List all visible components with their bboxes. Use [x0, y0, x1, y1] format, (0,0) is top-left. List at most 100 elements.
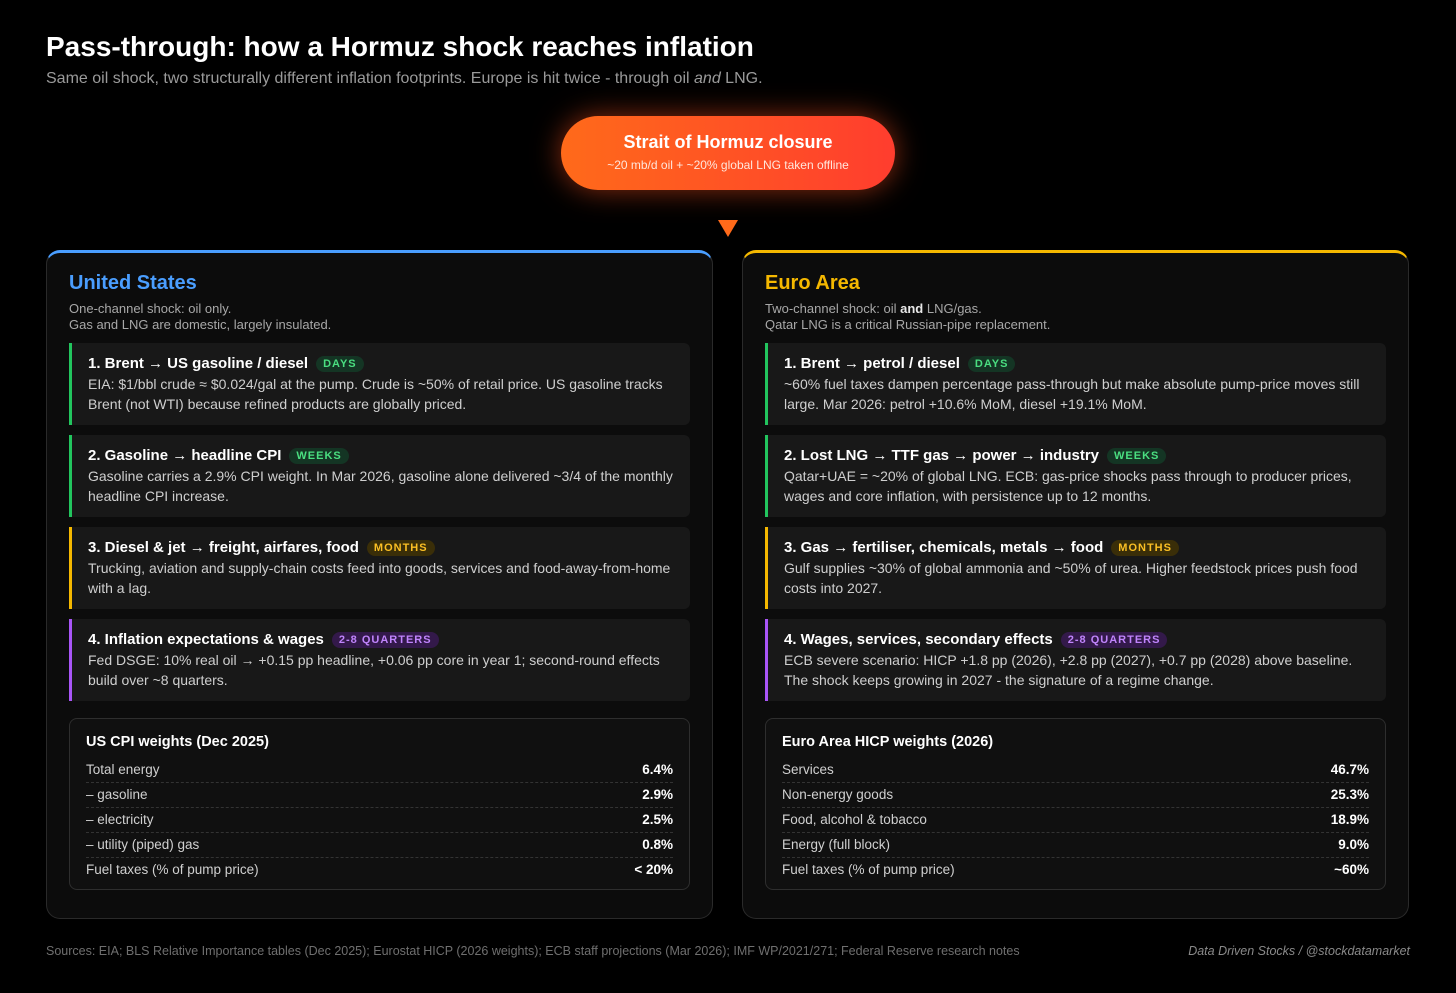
card: 4. Inflation expectations & wages 2-8 QUA…	[69, 619, 690, 701]
row-label: Non-energy goods	[782, 787, 894, 802]
table-title: Euro Area HICP weights (2026)	[782, 734, 994, 750]
row-value: 9.0%	[1338, 837, 1369, 852]
row-label: Fuel taxes (% of pump price)	[86, 862, 259, 877]
card-title-text: 2. Gasoline → headline CPI	[88, 447, 282, 464]
description-part: Two-channel shock: oil	[765, 301, 901, 316]
card-title-text: 1. Brent → petrol / diesel	[784, 355, 960, 372]
tag: 2-8 QUARTERS	[1060, 632, 1168, 648]
panel-title: United States	[69, 272, 197, 294]
shock-detail: ~20 mb/d oil + ~20% global LNG taken off…	[607, 158, 849, 172]
description-line: Gas and LNG are domestic, largely insula…	[69, 317, 690, 333]
row-value: 2.9%	[642, 787, 673, 802]
panel: United States One-channel shock: oil only…	[46, 250, 713, 919]
cards: 1. Brent → petrol / diesel DAYS ~60% fuel …	[765, 343, 1386, 701]
page-title: Pass-through: how a Hormuz shock reaches…	[46, 31, 754, 62]
card-title: 1. Brent → petrol / diesel DAYS	[784, 354, 1370, 374]
tag: MONTHS	[366, 540, 435, 556]
row-value: 0.8%	[642, 837, 673, 852]
tag: DAYS	[967, 356, 1016, 372]
card-title-text: 1. Brent → US gasoline / diesel	[88, 355, 309, 372]
table-row: Fuel taxes (% of pump price) ~60%	[782, 858, 1369, 882]
row-label: Energy (full block)	[782, 837, 891, 852]
row-label: Food, alcohol & tobacco	[782, 812, 927, 827]
table-row: – gasoline 2.9%	[86, 783, 673, 808]
card-body: ECB severe scenario: HICP +1.8 pp (2026)…	[784, 652, 1353, 688]
tag: 2-8 QUARTERS	[331, 632, 439, 648]
card: 3. Gas → fertiliser, chemicals, metals →…	[765, 527, 1386, 609]
table-row: Services 46.7%	[782, 758, 1369, 783]
panel-description: One-channel shock: oil only. Gas and LNG …	[69, 301, 690, 333]
description-part: One-channel shock: oil only.	[69, 301, 232, 316]
row-label: Total energy	[86, 762, 160, 777]
row-value: 6.4%	[642, 762, 673, 777]
sources: Sources: EIA; BLS Relative Importance ta…	[46, 944, 1020, 958]
card-title: 4. Wages, services, secondary effects 2-8…	[784, 630, 1370, 650]
card-title-text: 2. Lost LNG → TTF gas → power → industry	[784, 447, 1100, 464]
card-title: 3. Gas → fertiliser, chemicals, metals →…	[784, 538, 1370, 558]
description-part: Gas and LNG are domestic, largely insula…	[69, 317, 332, 332]
row-label: Fuel taxes (% of pump price)	[782, 862, 955, 877]
panel: Euro Area Two-channel shock: oil and LNG/…	[742, 250, 1409, 919]
row-label: – electricity	[86, 812, 154, 827]
row-value: 25.3%	[1330, 787, 1369, 802]
credit: Data Driven Stocks / @stockdatamarket	[1188, 944, 1410, 958]
card: 1. Brent → US gasoline / diesel DAYS EIA: …	[69, 343, 690, 425]
tag: WEEKS	[289, 448, 349, 464]
row-label: – gasoline	[86, 787, 148, 802]
card-body: Fed DSGE: 10% real oil → +0.15 pp headli…	[88, 652, 660, 688]
description-line: Two-channel shock: oil and LNG/gas.	[765, 301, 1386, 317]
row-value: 18.9%	[1330, 812, 1369, 827]
weights-table: Euro Area HICP weights (2026) Services 46.…	[765, 718, 1386, 890]
shock-title: Strait of Hormuz closure	[623, 132, 833, 152]
card-title-text: 4. Inflation expectations & wages	[88, 631, 324, 648]
card-body: Trucking, aviation and supply-chain cost…	[88, 560, 671, 596]
tag: DAYS	[316, 356, 364, 372]
panel-description: Two-channel shock: oil and LNG/gas. Qatar…	[765, 301, 1386, 333]
card: 2. Gasoline → headline CPI WEEKS Gasoline …	[69, 435, 690, 517]
card-body: Gulf supplies ~30% of global ammonia and…	[784, 560, 1358, 596]
table-row: Food, alcohol & tobacco 18.9%	[782, 808, 1369, 833]
row-value: 2.5%	[642, 812, 673, 827]
card-title: 1. Brent → US gasoline / diesel DAYS	[88, 354, 674, 374]
shock-node: Strait of Hormuz closure ~20 mb/d oil + …	[561, 116, 895, 190]
card: 2. Lost LNG → TTF gas → power → industry…	[765, 435, 1386, 517]
tag: WEEKS	[1107, 448, 1167, 464]
card: 1. Brent → petrol / diesel DAYS ~60% fuel …	[765, 343, 1386, 425]
subtitle-part: and	[694, 70, 721, 87]
row-value: ~60%	[1334, 862, 1369, 877]
card-title: 2. Lost LNG → TTF gas → power → industry…	[784, 446, 1370, 466]
table-row: Total energy 6.4%	[86, 758, 673, 783]
table-row: – electricity 2.5%	[86, 808, 673, 833]
card-title: 3. Diesel & jet → freight, airfares, foo…	[88, 538, 674, 558]
table-row: Energy (full block) 9.0%	[782, 833, 1369, 858]
row-label: Services	[782, 762, 834, 777]
card-title-text: 3. Diesel & jet → freight, airfares, foo…	[88, 539, 359, 556]
description-line: One-channel shock: oil only.	[69, 301, 690, 317]
row-value: < 20%	[634, 862, 673, 877]
cards: 1. Brent → US gasoline / diesel DAYS EIA: …	[69, 343, 690, 701]
card-body: ~60% fuel taxes dampen percentage pass-t…	[784, 376, 1360, 412]
description-line: Qatar LNG is a critical Russian-pipe rep…	[765, 317, 1386, 333]
tag: MONTHS	[1111, 540, 1179, 556]
row-value: 46.7%	[1330, 762, 1369, 777]
card-body: EIA: $1/bbl crude ≈ $0.024/gal at the pu…	[88, 376, 663, 412]
description-part: Qatar LNG is a critical Russian-pipe rep…	[765, 317, 1051, 332]
description-part: and	[900, 301, 924, 316]
card-body: Qatar+UAE = ~20% of global LNG. ECB: gas…	[784, 468, 1352, 504]
panel-title: Euro Area	[765, 272, 860, 294]
subtitle-part: Same oil shock, two structurally differe…	[46, 70, 695, 87]
card: 4. Wages, services, secondary effects 2-8…	[765, 619, 1386, 701]
arrow	[718, 220, 738, 237]
card-title-text: 4. Wages, services, secondary effects	[784, 631, 1053, 648]
subtitle-part: LNG.	[720, 70, 763, 87]
table-row: Fuel taxes (% of pump price) < 20%	[86, 858, 673, 882]
card-title: 2. Gasoline → headline CPI WEEKS	[88, 446, 674, 466]
description-part: LNG/gas.	[923, 301, 982, 316]
row-label: – utility (piped) gas	[86, 837, 200, 852]
card-title-text: 3. Gas → fertiliser, chemicals, metals →…	[784, 539, 1104, 556]
weights-table: US CPI weights (Dec 2025) Total energy 6.4…	[69, 718, 690, 890]
card-body: Gasoline carries a 2.9% CPI weight. In M…	[88, 468, 673, 504]
table-row: – utility (piped) gas 0.8%	[86, 833, 673, 858]
subtitle: Same oil shock, two structurally differe…	[46, 70, 763, 88]
